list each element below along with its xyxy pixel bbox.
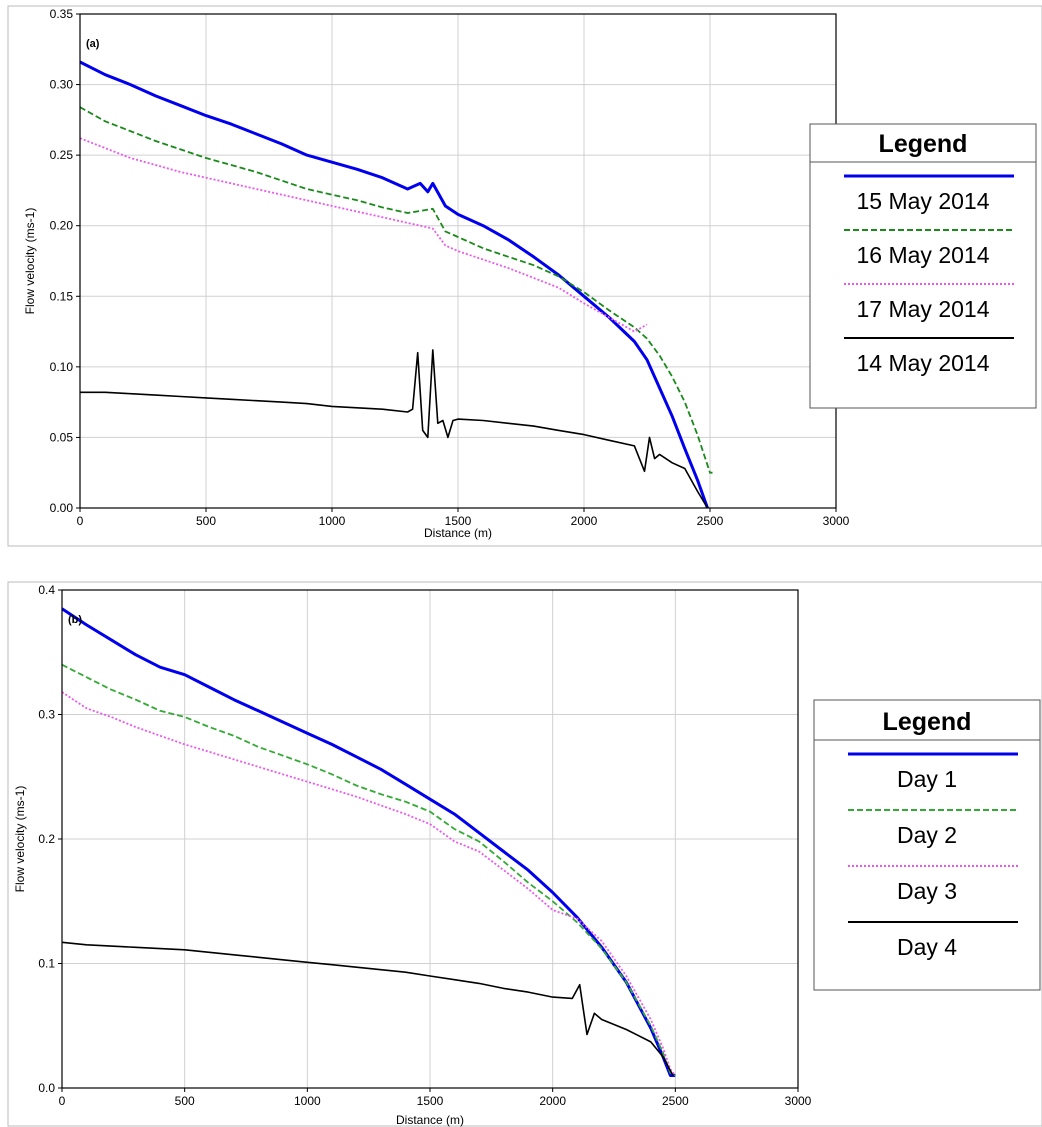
x-tick-label: 500 (196, 514, 216, 528)
legend-box (809, 123, 1037, 409)
legend-box (813, 699, 1041, 991)
legend-entry-1: Day 1 (897, 766, 957, 792)
series-line-3 (79, 137, 648, 333)
legend: Legend 15 May 2014 16 May 2014 17 May 2014 1… (809, 123, 1037, 409)
x-tick-label: 2000 (539, 1094, 566, 1108)
y-tick-label: 0.30 (50, 78, 74, 92)
legend-entry-4: 14 May 2014 (857, 350, 990, 376)
y-tick-label: 0.05 (50, 430, 74, 444)
x-tick-label: 3000 (785, 1094, 812, 1108)
y-tick-label: 0.20 (50, 219, 74, 233)
series-line-2 (61, 663, 676, 1077)
y-tick-label: 0.4 (38, 583, 55, 597)
legend-title: Legend (879, 130, 968, 158)
y-tick-label: 0.00 (50, 501, 74, 515)
y-axis-label: Flow velocity (ms-1) (23, 208, 37, 315)
chart-panel: 0 500 1000 1500 2000 2500 3000 0.0 0.1 0.2 0.3 0.4 (… (7, 581, 1042, 1127)
x-tick-label: 1500 (445, 514, 472, 528)
x-tick-label: 0 (77, 514, 84, 528)
legend-title: Legend (883, 708, 972, 736)
y-tick-label: 0.35 (50, 7, 74, 21)
x-tick-label: 3000 (823, 514, 850, 528)
legend-entry-3: Day 3 (897, 878, 957, 904)
y-tick-label: 0.0 (38, 1081, 55, 1095)
legend-entry-3: 17 May 2014 (857, 296, 990, 322)
legend-entry-2: 16 May 2014 (857, 242, 990, 268)
legend: Legend Day 1 Day 2 Day 3 Day 4 (813, 699, 1041, 991)
x-tick-label: 1500 (417, 1094, 444, 1108)
y-tick-label: 0.3 (38, 708, 55, 722)
x-tick-label: 2500 (662, 1094, 689, 1108)
series-line-1 (61, 607, 676, 1077)
series-line-4 (80, 349, 709, 509)
legend-entry-2: Day 2 (897, 822, 957, 848)
x-tick-label: 1000 (319, 514, 346, 528)
legend-entry-1: 15 May 2014 (857, 188, 990, 214)
y-tick-label: 0.1 (38, 957, 55, 971)
series-line-4 (61, 941, 674, 1076)
chart-panel: 0 500 1000 1500 2000 2500 3000 0.00 0.05 0.10 0.15… (7, 5, 1042, 547)
series-line-3 (61, 691, 677, 1077)
y-axis-label: Flow velocity (ms-1) (13, 786, 27, 893)
series-line-1 (79, 60, 709, 509)
panel-label: (b) (68, 614, 82, 626)
y-tick-label: 0.2 (38, 832, 55, 846)
panel-label: (a) (86, 38, 100, 50)
x-axis-label: Distance (m) (424, 526, 492, 540)
x-tick-label: 500 (175, 1094, 195, 1108)
series-line-2 (79, 106, 713, 474)
x-tick-label: 1000 (294, 1094, 321, 1108)
y-tick-label: 0.25 (50, 148, 74, 162)
x-tick-label: 0 (59, 1094, 66, 1108)
legend-entry-4: Day 4 (897, 934, 957, 960)
x-tick-label: 2000 (571, 514, 598, 528)
y-tick-label: 0.10 (50, 360, 74, 374)
x-axis-label: Distance (m) (396, 1113, 464, 1127)
x-tick-label: 2500 (697, 514, 724, 528)
y-tick-label: 0.15 (50, 289, 74, 303)
plot-border (61, 589, 799, 1089)
